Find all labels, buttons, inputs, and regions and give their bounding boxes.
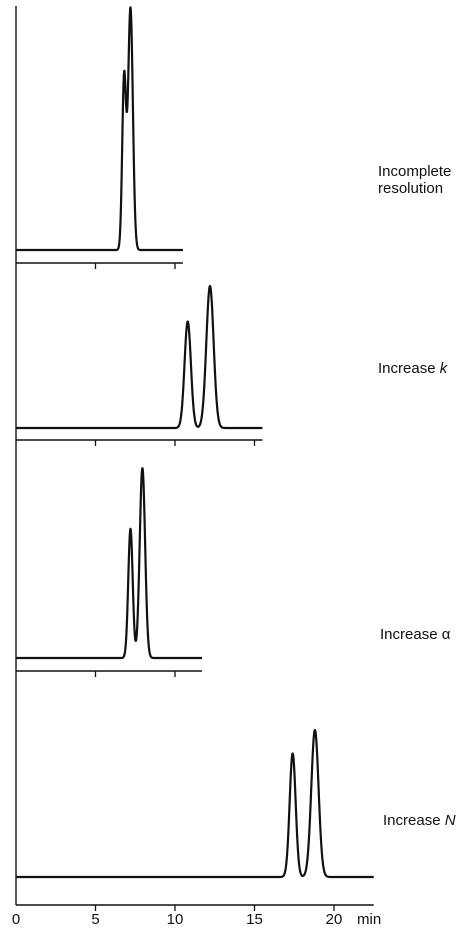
panel-label-increase-k: Increase k bbox=[378, 360, 447, 377]
label-text: Increase bbox=[383, 812, 445, 829]
chromatogram-panel-1 bbox=[15, 6, 184, 269]
label-text: Increase bbox=[378, 360, 440, 377]
chromatogram-trace-2 bbox=[15, 284, 264, 430]
label-symbol-n: N bbox=[444, 812, 456, 829]
label-line-1: Incomplete bbox=[378, 163, 452, 180]
chromatogram-trace-1 bbox=[15, 6, 184, 252]
label-line-2: resolution bbox=[378, 180, 444, 198]
label-symbol-k: k bbox=[439, 360, 448, 377]
x-tick-label-15: 15 bbox=[246, 911, 263, 928]
chromatogram-panel-2 bbox=[15, 284, 264, 446]
label-text: Increase α bbox=[380, 626, 451, 643]
x-tick-label-0: 0 bbox=[12, 911, 20, 928]
panel-label-incomplete-resolution: Incomplete resolution bbox=[378, 163, 451, 198]
chromatogram-trace-4 bbox=[15, 728, 375, 879]
chromatogram-panel-4 bbox=[15, 728, 375, 911]
x-tick-label-20: 20 bbox=[326, 911, 343, 928]
chromatogram-trace-3 bbox=[15, 467, 203, 660]
x-tick-label-5: 5 bbox=[91, 911, 99, 928]
x-tick-label-10: 10 bbox=[167, 911, 184, 928]
bottom-time-axis: min 0 5 10 15 20 bbox=[12, 911, 381, 928]
x-axis-unit: min bbox=[357, 911, 381, 928]
chromatogram-panel-3 bbox=[15, 467, 203, 677]
panel-label-increase-alpha: Increase α bbox=[380, 626, 450, 643]
panel-label-increase-n: Increase N bbox=[383, 812, 456, 829]
